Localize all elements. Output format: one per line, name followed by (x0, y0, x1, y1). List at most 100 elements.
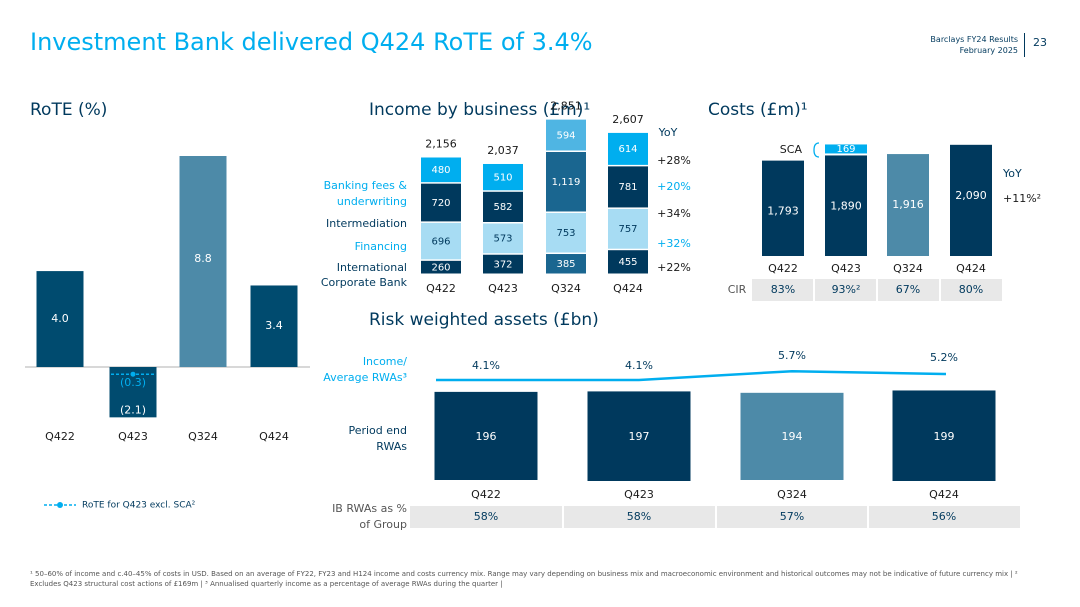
income-total-yoy: +28% (657, 154, 691, 167)
rwa-group-share-value: 56% (932, 510, 956, 523)
income-total-label: 2,037 (487, 144, 519, 157)
rote-chart-title: RoTE (%) (30, 100, 108, 120)
income-total-label: 2,607 (612, 113, 644, 126)
rote-legend-marker (57, 502, 63, 508)
income-legend-label: Banking fees & (324, 179, 408, 192)
rwa-x-tick-label: Q324 (777, 488, 807, 501)
income-segment-label: 757 (618, 224, 637, 235)
rwa-bar-q424 (892, 390, 996, 481)
income-segment-label: 573 (493, 234, 512, 245)
costs-value-label: 1,793 (767, 205, 799, 218)
costs-bar-q423 (825, 155, 867, 256)
income-legend-label: Financing (355, 240, 407, 253)
costs-yoy-value: +11%² (1003, 192, 1041, 205)
rwa-bar-q423 (587, 391, 691, 481)
income-segment-label: 582 (493, 202, 512, 213)
rwa-group-share-value: 58% (627, 510, 651, 523)
costs-yoy-header: YoY (1002, 167, 1022, 180)
rwa-bar-legend-label: Period end (348, 424, 407, 437)
income-segment-label: 480 (431, 165, 450, 176)
income-segment-label: 720 (431, 198, 450, 209)
income-bar-q422-3 (421, 183, 461, 222)
income-bar-q423-3 (483, 191, 523, 222)
costs-x-tick-label: Q324 (893, 262, 923, 275)
costs-x-tick-label: Q423 (831, 262, 861, 275)
rwa-group-share-value: 57% (780, 510, 804, 523)
income-segment-label: 510 (493, 172, 512, 183)
rwa-bar-legend-label: RWAs (376, 440, 407, 453)
income-x-tick-label: Q424 (613, 282, 643, 295)
income-segment-label: 614 (618, 144, 637, 155)
income-chart-title: Income by business (£m)¹ (369, 100, 591, 120)
costs-bar-q422 (762, 160, 804, 256)
rwa-x-tick-label: Q422 (471, 488, 501, 501)
rote-x-tick-label: Q424 (259, 430, 289, 443)
rwa-line-legend-label: Average RWAs³ (323, 371, 407, 384)
income-bar-q324-4 (546, 119, 586, 151)
costs-value-label: 2,090 (955, 189, 987, 202)
document-name: Barclays FY24 Results (930, 35, 1018, 44)
footnotes: ¹ 50–60% of income and c.40–45% of costs… (30, 570, 1018, 588)
income-bar-q422-4 (421, 157, 461, 183)
income-bar-q424-2 (608, 208, 648, 249)
rwa-x-tick-label: Q424 (929, 488, 959, 501)
rwa-income-ratio-label: 4.1% (472, 359, 500, 372)
income-segment-label: 594 (556, 130, 575, 141)
costs-cir-label: CIR (728, 283, 747, 296)
income-segment-label: 372 (493, 259, 512, 270)
rote-value-label: 8.8 (194, 252, 212, 265)
income-yoy-header: YoY (658, 126, 678, 139)
page-title: Investment Bank delivered Q424 RoTE of 3… (30, 28, 593, 56)
costs-sca-brace (813, 142, 820, 158)
rote-value-label: (2.1) (120, 403, 146, 416)
costs-sca-label: SCA (780, 143, 803, 156)
page-number: 23 (1033, 36, 1047, 49)
rwa-x-tick-label: Q423 (624, 488, 654, 501)
rote-bar-q422 (36, 271, 84, 367)
income-total-label: 2,156 (425, 137, 457, 150)
costs-cir-value: 67% (896, 283, 920, 296)
rote-x-tick-label: Q423 (118, 430, 148, 443)
rwa-value-label: 199 (934, 430, 955, 443)
rwa-chart-title: Risk weighted assets (£bn) (369, 310, 599, 330)
income-bar-q324-3 (546, 151, 586, 212)
rote-excl-sca-label: (0.3) (120, 376, 146, 389)
document-info: Barclays FY24 Results February 2025 (900, 34, 1018, 56)
rote-excl-sca-marker (130, 371, 136, 377)
income-series-yoy: +34% (657, 207, 691, 220)
costs-value-label: 1,916 (892, 198, 924, 211)
rote-bar-q424 (250, 285, 298, 367)
income-segment-label: 696 (431, 236, 450, 247)
costs-chart-title: Costs (£m)¹ (708, 100, 808, 120)
income-bar-q324-2 (546, 212, 586, 253)
rote-value-label: 3.4 (265, 319, 283, 332)
income-legend-label: International (337, 261, 407, 274)
income-legend-label: Corporate Bank (321, 276, 408, 289)
rwa-bar-q422 (434, 391, 538, 480)
income-bar-q424-1 (608, 250, 648, 274)
income-legend-label: underwriting (337, 195, 407, 208)
rwa-group-share-value: 58% (474, 510, 498, 523)
income-bar-q424-4 (608, 132, 648, 165)
income-segment-label: 455 (618, 257, 637, 268)
rwa-income-ratio-label: 5.7% (778, 349, 806, 362)
charts-canvas: 4.0 Q422 (2.1) Q423 8.8 Q324 3.4 Q424 (0.3) RoTE … (25, 100, 1041, 531)
income-segment-label: 753 (556, 228, 575, 239)
income-segment-label: 1,119 (552, 177, 581, 188)
costs-cir-value: 93%² (832, 283, 861, 296)
rwa-value-label: 197 (629, 430, 650, 443)
rwa-income-ratio-label: 4.1% (625, 359, 653, 372)
costs-x-tick-label: Q422 (768, 262, 798, 275)
costs-sca-bar (825, 144, 867, 154)
rwa-income-ratio-line (436, 369, 946, 382)
rote-x-tick-label: Q324 (188, 430, 218, 443)
rote-value-label: 4.0 (51, 312, 69, 325)
income-bar-q423-2 (483, 223, 523, 254)
income-bar-q422-1 (421, 260, 461, 274)
income-segment-label: 781 (618, 182, 637, 193)
income-series-yoy: +20% (657, 180, 691, 193)
rwa-value-label: 194 (782, 430, 803, 443)
income-x-tick-label: Q324 (551, 282, 581, 295)
rwa-income-ratio-label: 5.2% (930, 351, 958, 364)
income-bar-q423-4 (483, 163, 523, 191)
